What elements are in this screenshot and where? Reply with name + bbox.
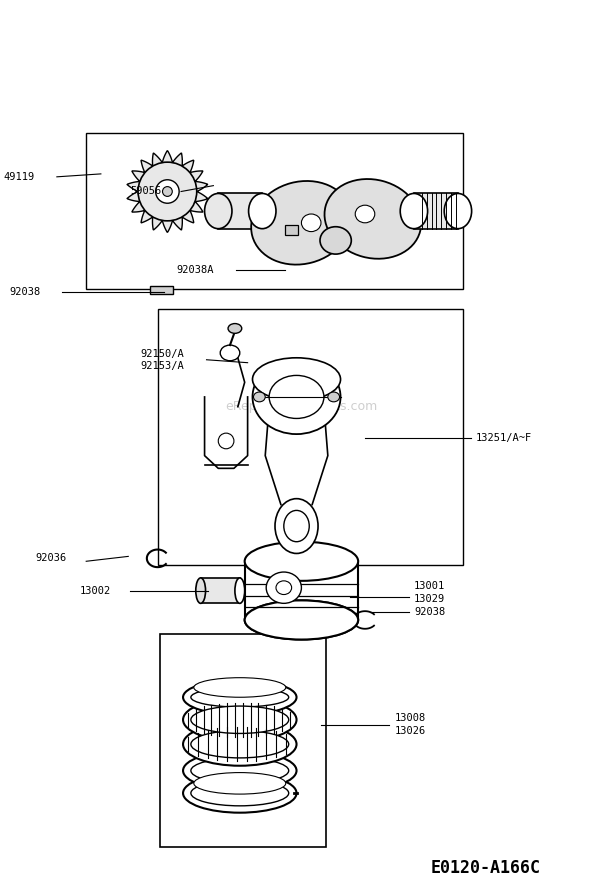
Ellipse shape xyxy=(183,723,297,765)
Ellipse shape xyxy=(253,360,340,434)
Text: 59056: 59056 xyxy=(130,186,162,196)
Ellipse shape xyxy=(220,345,240,361)
Text: 13001
13029: 13001 13029 xyxy=(414,582,445,604)
Ellipse shape xyxy=(275,499,318,553)
Bar xyxy=(150,287,173,294)
Ellipse shape xyxy=(284,511,309,542)
Ellipse shape xyxy=(156,179,179,203)
Text: 92150/A
92153/A: 92150/A 92153/A xyxy=(140,349,184,371)
Ellipse shape xyxy=(183,679,297,715)
Polygon shape xyxy=(127,151,208,233)
Ellipse shape xyxy=(301,214,321,232)
Ellipse shape xyxy=(324,179,421,258)
Ellipse shape xyxy=(276,581,291,595)
Ellipse shape xyxy=(183,773,297,813)
Ellipse shape xyxy=(191,706,289,733)
Ellipse shape xyxy=(235,578,245,603)
Text: 13002: 13002 xyxy=(80,585,111,596)
Ellipse shape xyxy=(355,205,375,223)
Text: 13251/A~F: 13251/A~F xyxy=(476,433,532,443)
Text: 13008
13026: 13008 13026 xyxy=(394,713,425,736)
Text: 92036: 92036 xyxy=(35,553,67,563)
Ellipse shape xyxy=(245,600,358,639)
Ellipse shape xyxy=(248,194,276,229)
Ellipse shape xyxy=(320,226,351,254)
Text: 92038: 92038 xyxy=(414,607,445,617)
Bar xyxy=(218,194,263,229)
Bar xyxy=(201,578,240,603)
Ellipse shape xyxy=(191,781,289,805)
Ellipse shape xyxy=(191,731,289,757)
Ellipse shape xyxy=(194,678,286,697)
Text: E0120-A166C: E0120-A166C xyxy=(431,859,541,876)
Bar xyxy=(86,133,463,289)
Ellipse shape xyxy=(228,323,242,333)
Ellipse shape xyxy=(191,781,289,805)
Ellipse shape xyxy=(191,757,289,783)
Ellipse shape xyxy=(191,687,289,707)
Bar xyxy=(285,225,299,234)
Ellipse shape xyxy=(269,376,324,418)
Bar xyxy=(245,561,358,620)
Ellipse shape xyxy=(205,194,232,229)
Ellipse shape xyxy=(194,773,286,794)
Ellipse shape xyxy=(245,600,358,639)
Ellipse shape xyxy=(254,392,266,402)
Ellipse shape xyxy=(218,433,234,448)
Ellipse shape xyxy=(251,181,352,265)
Ellipse shape xyxy=(191,706,289,733)
Ellipse shape xyxy=(191,757,289,783)
Bar xyxy=(159,634,326,847)
Ellipse shape xyxy=(245,542,358,581)
Ellipse shape xyxy=(253,358,340,400)
Bar xyxy=(158,309,463,565)
Text: 49119: 49119 xyxy=(3,171,34,182)
Text: 92038: 92038 xyxy=(9,287,40,297)
Ellipse shape xyxy=(183,698,297,741)
Ellipse shape xyxy=(328,392,340,402)
Ellipse shape xyxy=(196,578,205,603)
Text: eReplacementParts.com: eReplacementParts.com xyxy=(225,400,378,413)
Ellipse shape xyxy=(138,163,196,221)
Text: 92038A: 92038A xyxy=(176,265,214,274)
Ellipse shape xyxy=(400,194,428,229)
Ellipse shape xyxy=(183,751,297,790)
Bar xyxy=(414,194,458,229)
Ellipse shape xyxy=(162,186,172,196)
Ellipse shape xyxy=(444,194,471,229)
Ellipse shape xyxy=(266,572,301,603)
